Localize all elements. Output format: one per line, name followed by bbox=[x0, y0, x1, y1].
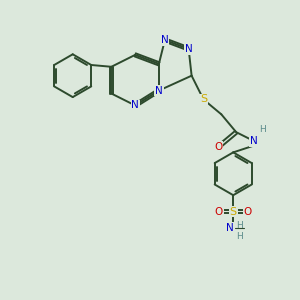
Text: O: O bbox=[215, 206, 223, 217]
Text: S: S bbox=[200, 94, 207, 104]
Text: O: O bbox=[214, 142, 223, 152]
Text: N: N bbox=[185, 44, 193, 54]
Text: N: N bbox=[226, 223, 234, 233]
Text: N: N bbox=[131, 100, 139, 110]
Text: H: H bbox=[236, 221, 243, 230]
Text: N: N bbox=[250, 136, 258, 146]
Text: S: S bbox=[230, 206, 237, 217]
Text: N: N bbox=[161, 35, 169, 45]
Text: N: N bbox=[155, 85, 163, 96]
Text: O: O bbox=[243, 206, 252, 217]
Text: H: H bbox=[260, 125, 266, 134]
Text: H: H bbox=[236, 232, 243, 241]
